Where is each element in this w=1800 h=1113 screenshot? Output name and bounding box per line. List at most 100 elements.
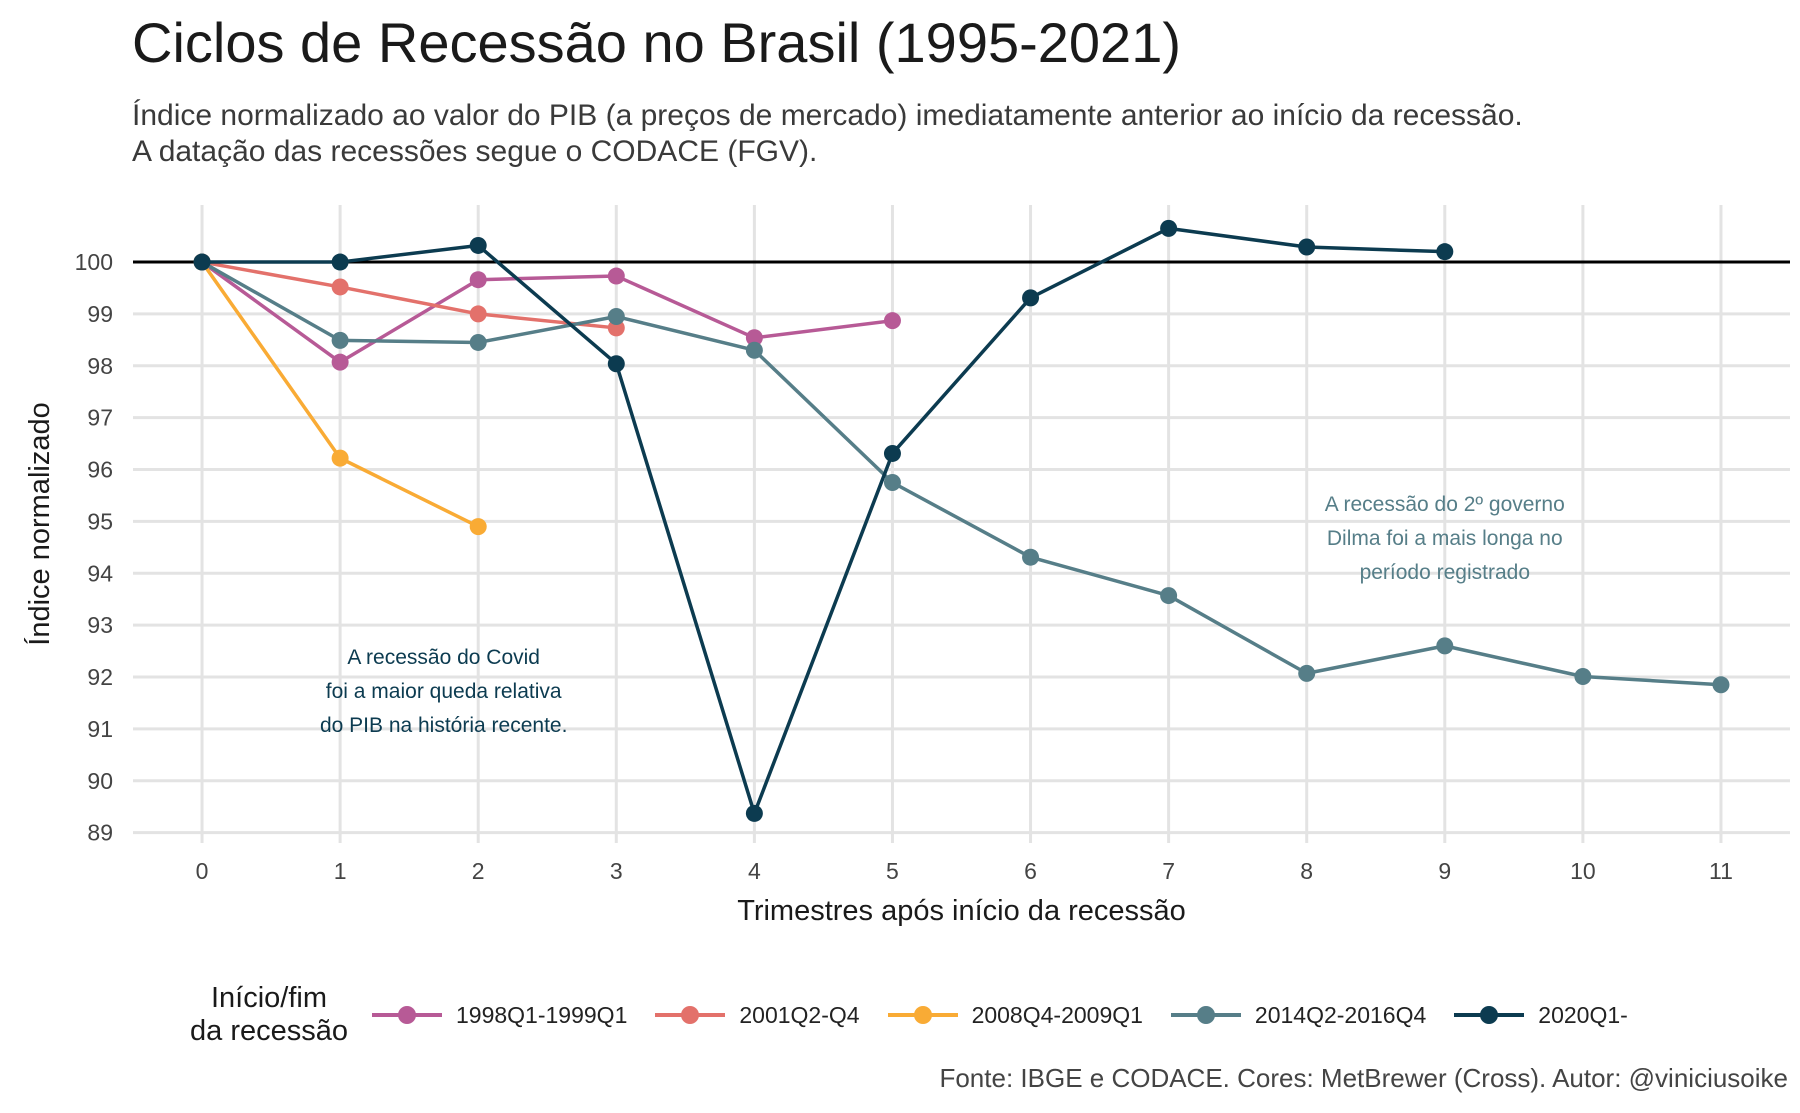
x-tick-label: 2 xyxy=(472,858,485,884)
series-lines xyxy=(193,219,1730,822)
data-point xyxy=(469,236,487,254)
legend-label: 1998Q1-1999Q1 xyxy=(456,1001,628,1028)
y-tick-label: 92 xyxy=(87,664,113,690)
legend-key-point xyxy=(681,1006,700,1024)
data-point xyxy=(1712,676,1730,694)
data-point xyxy=(883,444,901,462)
x-tick-label: 1 xyxy=(334,858,347,884)
y-tick-label: 100 xyxy=(75,249,113,275)
x-tick-label: 5 xyxy=(886,858,899,884)
x-tick-label: 3 xyxy=(610,858,623,884)
annotation-line: Dilma foi a mais longa no xyxy=(1327,527,1563,550)
annotations: A recessão do Covid foi a maior queda rel… xyxy=(320,493,1565,737)
legend-key xyxy=(1454,1000,1525,1030)
data-point xyxy=(607,355,625,373)
x-tick-label: 11 xyxy=(1709,858,1733,884)
data-point xyxy=(1298,238,1316,256)
series-4 xyxy=(193,219,1454,822)
y-tick-label: 94 xyxy=(87,560,113,586)
data-point xyxy=(745,804,763,822)
data-point xyxy=(331,353,349,371)
annotation-line: período registrado xyxy=(1360,561,1530,584)
legend-item: 1998Q1-1999Q1 xyxy=(372,1000,627,1030)
y-tick-label: 98 xyxy=(87,353,113,379)
x-tick-label: 7 xyxy=(1162,858,1175,884)
x-tick-label: 8 xyxy=(1300,858,1313,884)
legend-items: 1998Q1-1999Q1 2001Q2-Q4 2008Q4-2009Q1 2014Q… xyxy=(372,1000,1656,1030)
annotation-line: do PIB na história recente. xyxy=(320,714,567,737)
data-point xyxy=(331,278,349,296)
legend-key-point xyxy=(398,1006,416,1024)
series-0 xyxy=(193,253,901,371)
data-point xyxy=(1160,587,1178,605)
data-point xyxy=(607,267,625,285)
grid xyxy=(133,205,1790,843)
legend-title: Início/fim da recessão xyxy=(190,982,348,1048)
y-tick-label: 95 xyxy=(87,508,113,534)
data-point xyxy=(745,329,763,347)
legend-item: 2008Q4-2009Q1 xyxy=(887,1000,1143,1030)
y-tick-label: 93 xyxy=(87,612,113,638)
annotation-line: A recessão do Covid xyxy=(347,646,540,669)
data-point xyxy=(1436,637,1454,655)
legend-key xyxy=(372,1000,442,1030)
y-tick-label: 96 xyxy=(87,457,113,483)
series-line xyxy=(201,260,1722,687)
series-3 xyxy=(193,253,1730,694)
legend-key xyxy=(887,1000,958,1030)
y-tick-label: 90 xyxy=(87,768,113,794)
legend-label: 2001Q2-Q4 xyxy=(739,1001,860,1028)
legend-key-point xyxy=(913,1006,932,1024)
data-point xyxy=(1160,219,1178,237)
series-line xyxy=(202,226,1445,816)
data-point xyxy=(469,271,487,289)
legend-key xyxy=(655,1000,726,1030)
data-point xyxy=(1022,289,1040,307)
subtitle-line-2: A datação das recessões segue o CODACE (… xyxy=(132,135,818,168)
chart-subtitle: Índice normalizado ao valor do PIB (a pr… xyxy=(132,98,1523,170)
legend: Início/fim da recessão 1998Q1-1999Q1 2001… xyxy=(190,975,1656,1055)
data-point xyxy=(331,449,349,467)
data-point xyxy=(331,331,349,349)
annotation-line: foi a maior queda relativa xyxy=(326,680,562,703)
legend-label: 2020Q1- xyxy=(1538,1001,1628,1028)
chart-title: Ciclos de Recessão no Brasil (1995-2021) xyxy=(132,11,1181,74)
data-point xyxy=(193,253,211,271)
y-tick-label: 89 xyxy=(87,820,113,846)
data-point xyxy=(745,341,763,359)
legend-item: 2020Q1- xyxy=(1454,1000,1628,1030)
data-point xyxy=(469,305,487,323)
legend-key-point xyxy=(1196,1006,1215,1024)
data-point xyxy=(1574,667,1592,685)
x-tick-label: 4 xyxy=(748,858,761,884)
y-tick-label: 91 xyxy=(87,716,113,742)
x-tick-label: 10 xyxy=(1570,858,1596,884)
data-point xyxy=(1436,243,1454,261)
data-point xyxy=(331,253,349,271)
annotation-0: A recessão do Covid foi a maior queda rel… xyxy=(320,646,567,737)
series-line xyxy=(201,260,893,364)
legend-label: 2008Q4-2009Q1 xyxy=(971,1001,1143,1028)
data-point xyxy=(469,518,487,536)
legend-key xyxy=(1170,1000,1241,1030)
series-line xyxy=(201,260,617,330)
legend-title-line-1: Início/fim xyxy=(210,982,328,1014)
y-tick-label: 99 xyxy=(87,301,113,327)
y-tick-label: 97 xyxy=(87,405,113,431)
source-caption: Fonte: IBGE e CODACE. Cores: MetBrewer (… xyxy=(939,1063,1788,1093)
legend-label: 2014Q2-2016Q4 xyxy=(1254,1001,1427,1028)
legend-item: 2014Q2-2016Q4 xyxy=(1170,1000,1427,1030)
subtitle-line-1: Índice normalizado ao valor do PIB (a pr… xyxy=(132,99,1523,132)
data-point xyxy=(1298,664,1316,682)
x-tick-label: 9 xyxy=(1438,858,1451,884)
data-point xyxy=(1022,548,1040,566)
annotation-line: A recessão do 2º governo xyxy=(1325,493,1565,516)
legend-title-line-2: da recessão xyxy=(190,1015,348,1047)
data-point xyxy=(469,333,487,351)
x-tick-label: 6 xyxy=(1024,858,1037,884)
data-point xyxy=(607,308,625,326)
y-axis-title: Índice normalizado xyxy=(23,402,56,645)
x-axis-title: Trimestres após início da recessão xyxy=(737,895,1186,927)
